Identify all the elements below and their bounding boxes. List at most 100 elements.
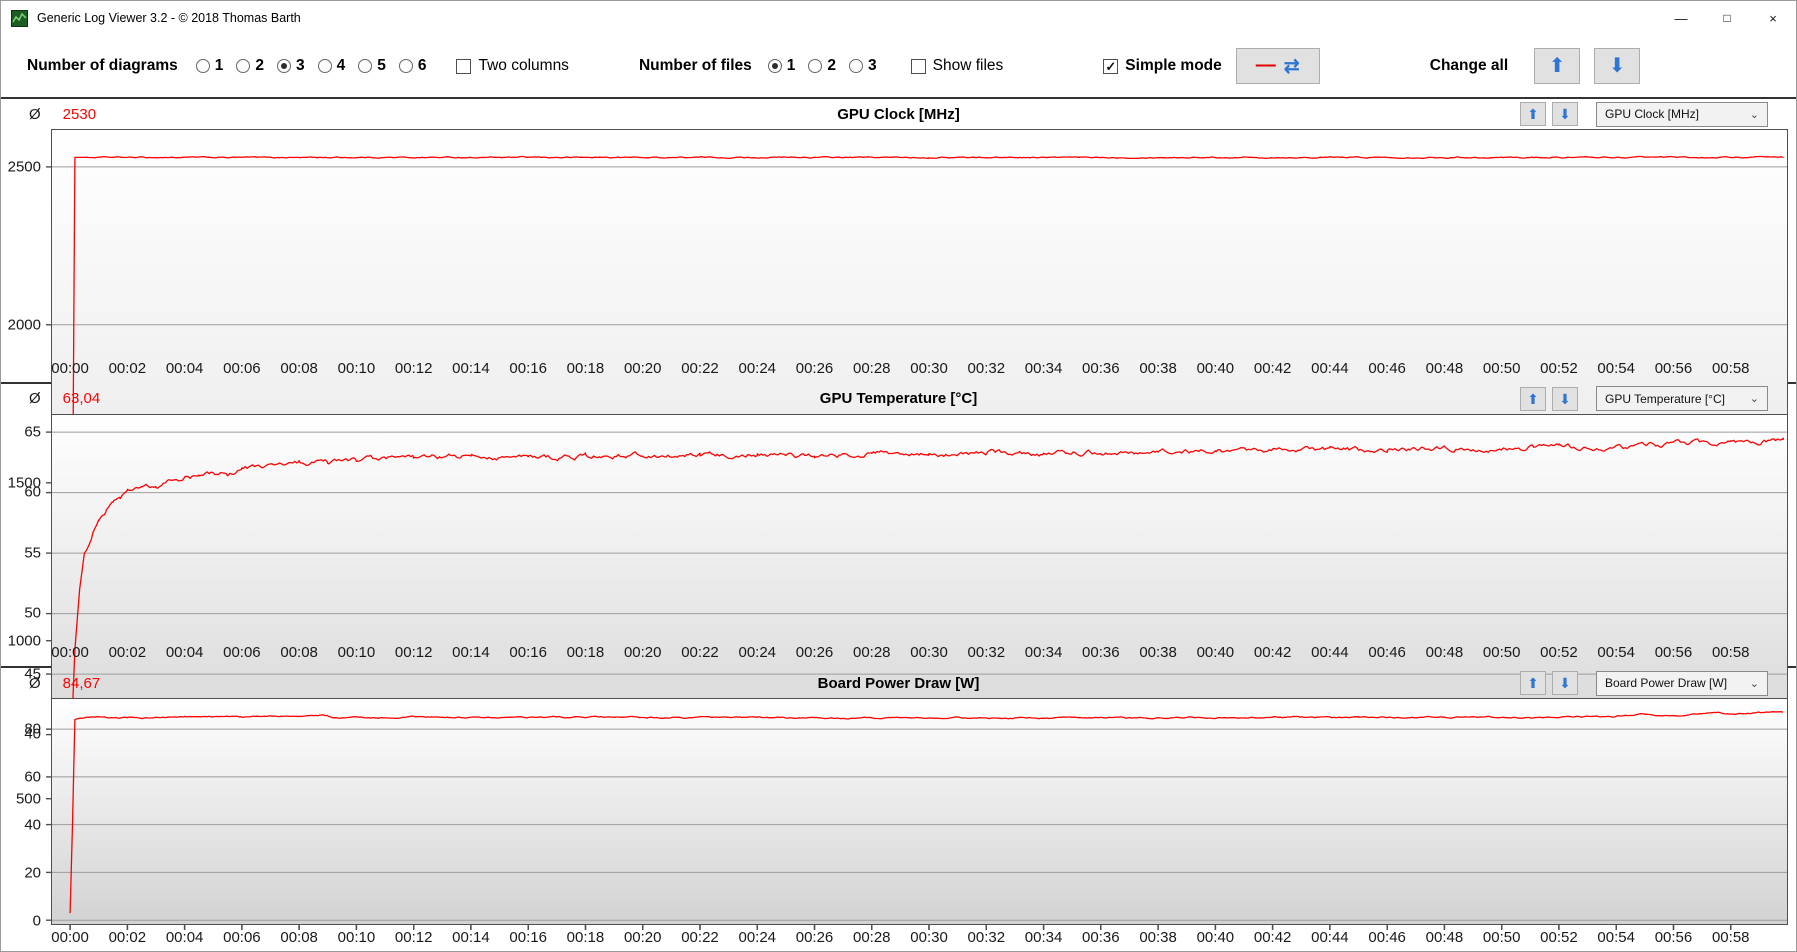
average-symbol: Ø bbox=[29, 390, 41, 407]
x-tick-label: 00:04 bbox=[166, 929, 204, 946]
two-columns-checkbox[interactable]: Two columns bbox=[456, 57, 568, 75]
chevron-down-icon: ⌄ bbox=[1750, 108, 1759, 121]
radio-files-3-label: 3 bbox=[868, 57, 877, 75]
x-tick-label: 00:32 bbox=[968, 644, 1006, 661]
x-tick-label: 00:34 bbox=[1025, 929, 1063, 946]
x-tick-label: 00:24 bbox=[738, 644, 776, 661]
x-axis: 00:0000:0200:0400:0600:0800:1000:1200:14… bbox=[51, 640, 1788, 666]
x-tick-label: 00:14 bbox=[452, 644, 490, 661]
y-tick-label: 80 bbox=[24, 721, 41, 738]
x-tick-label: 00:32 bbox=[968, 360, 1006, 377]
x-tick-label: 00:02 bbox=[109, 644, 147, 661]
x-tick-label: 00:20 bbox=[624, 360, 662, 377]
radio-diagrams-6-circle[interactable] bbox=[399, 59, 413, 73]
reset-refresh-button[interactable]: — ⇄ bbox=[1236, 48, 1320, 84]
chart-controls: ⬆ ⬇ GPU Clock [MHz] ⌄ bbox=[1520, 102, 1768, 127]
x-tick-label: 00:50 bbox=[1483, 644, 1521, 661]
x-tick-label: 00:46 bbox=[1368, 644, 1406, 661]
x-tick-label: 00:38 bbox=[1139, 929, 1177, 946]
plot-area[interactable] bbox=[51, 698, 1788, 925]
scale-up-button[interactable]: ⬆ bbox=[1520, 102, 1546, 126]
radio-files-3-circle[interactable] bbox=[849, 59, 863, 73]
signal-select-dropdown[interactable]: GPU Clock [MHz] ⌄ bbox=[1596, 102, 1768, 127]
radio-diagrams-4[interactable]: 4 bbox=[318, 57, 346, 75]
radio-diagrams-3[interactable]: 3 bbox=[277, 57, 305, 75]
radio-diagrams-3-circle[interactable] bbox=[277, 59, 291, 73]
scale-down-button[interactable]: ⬇ bbox=[1552, 671, 1578, 695]
x-tick-label: 00:40 bbox=[1197, 644, 1235, 661]
plot-area[interactable] bbox=[51, 129, 1788, 356]
two-columns-label: Two columns bbox=[478, 57, 568, 75]
up-arrow-icon: ⬆ bbox=[1527, 107, 1539, 121]
x-tick-label: 00:28 bbox=[853, 360, 891, 377]
x-tick-label: 00:54 bbox=[1597, 644, 1635, 661]
simple-mode-checkbox-box[interactable]: ✓ bbox=[1103, 59, 1118, 74]
radio-diagrams-5[interactable]: 5 bbox=[358, 57, 386, 75]
y-axis: 5001000150020002500 bbox=[1, 129, 51, 356]
simple-mode-checkbox[interactable]: ✓ Simple mode bbox=[1103, 57, 1221, 75]
x-tick-label: 00:20 bbox=[624, 929, 662, 946]
x-tick-label: 00:54 bbox=[1597, 929, 1635, 946]
x-tick-label: 00:32 bbox=[968, 929, 1006, 946]
scale-down-button[interactable]: ⬇ bbox=[1552, 102, 1578, 126]
x-tick-label: 00:56 bbox=[1655, 360, 1693, 377]
x-tick-label: 00:34 bbox=[1025, 360, 1063, 377]
plot-area[interactable] bbox=[51, 414, 1788, 641]
radio-diagrams-4-label: 4 bbox=[337, 57, 346, 75]
minimize-button[interactable]: — bbox=[1658, 1, 1704, 35]
radio-files-1[interactable]: 1 bbox=[768, 57, 796, 75]
scale-down-button[interactable]: ⬇ bbox=[1552, 387, 1578, 411]
x-tick-label: 00:50 bbox=[1483, 360, 1521, 377]
x-tick-label: 00:12 bbox=[395, 360, 433, 377]
y-axis: 020406080 bbox=[1, 698, 51, 925]
x-tick-label: 00:38 bbox=[1139, 644, 1177, 661]
x-tick-label: 00:54 bbox=[1597, 360, 1635, 377]
radio-diagrams-2-circle[interactable] bbox=[236, 59, 250, 73]
signal-select-dropdown[interactable]: GPU Temperature [°C] ⌄ bbox=[1596, 386, 1768, 411]
close-button[interactable]: × bbox=[1750, 1, 1796, 35]
radio-diagrams-2[interactable]: 2 bbox=[236, 57, 264, 75]
two-columns-checkbox-box[interactable] bbox=[456, 59, 471, 74]
show-files-checkbox-box[interactable] bbox=[911, 59, 926, 74]
y-axis: 404550556065 bbox=[1, 414, 51, 641]
radio-diagrams-5-circle[interactable] bbox=[358, 59, 372, 73]
x-tick-label: 00:58 bbox=[1712, 929, 1750, 946]
radio-diagrams-6[interactable]: 6 bbox=[399, 57, 427, 75]
chart-controls: ⬆ ⬇ GPU Temperature [°C] ⌄ bbox=[1520, 386, 1768, 411]
simple-mode-label: Simple mode bbox=[1125, 57, 1221, 75]
average-value: 84,67 bbox=[63, 675, 101, 692]
up-arrow-icon: ⬆ bbox=[1527, 676, 1539, 690]
radio-files-2-circle[interactable] bbox=[808, 59, 822, 73]
x-tick-label: 00:40 bbox=[1197, 360, 1235, 377]
y-tick-label: 20 bbox=[24, 864, 41, 881]
show-files-label: Show files bbox=[933, 57, 1004, 75]
radio-files-1-circle[interactable] bbox=[768, 59, 782, 73]
x-tick-label: 00:04 bbox=[166, 360, 204, 377]
x-tick-label: 00:58 bbox=[1712, 644, 1750, 661]
radio-diagrams-6-label: 6 bbox=[418, 57, 427, 75]
window-title: Generic Log Viewer 3.2 - © 2018 Thomas B… bbox=[37, 11, 301, 25]
chart-header: Ø 63,04 GPU Temperature [°C] ⬆ ⬇ GPU Tem… bbox=[1, 384, 1796, 414]
x-tick-label: 00:48 bbox=[1426, 644, 1464, 661]
average-value: 2530 bbox=[63, 106, 96, 123]
average-value: 63,04 bbox=[63, 390, 101, 407]
radio-files-3[interactable]: 3 bbox=[849, 57, 877, 75]
x-tick-label: 00:02 bbox=[109, 929, 147, 946]
maximize-button[interactable]: □ bbox=[1704, 1, 1750, 35]
scale-up-button[interactable]: ⬆ bbox=[1520, 387, 1546, 411]
radio-diagrams-1-circle[interactable] bbox=[196, 59, 210, 73]
radio-diagrams-1[interactable]: 1 bbox=[196, 57, 224, 75]
y-tick-label: 40 bbox=[24, 816, 41, 833]
x-tick-label: 00:04 bbox=[166, 644, 204, 661]
radio-diagrams-4-circle[interactable] bbox=[318, 59, 332, 73]
signal-select-dropdown[interactable]: Board Power Draw [W] ⌄ bbox=[1596, 671, 1768, 696]
change-all-up-button[interactable]: ⬆ bbox=[1534, 48, 1580, 84]
radio-diagrams-3-label: 3 bbox=[296, 57, 305, 75]
x-tick-label: 00:42 bbox=[1254, 929, 1292, 946]
show-files-checkbox[interactable]: Show files bbox=[911, 57, 1004, 75]
x-axis: 00:0000:0200:0400:0600:0800:1000:1200:14… bbox=[51, 356, 1788, 382]
x-tick-label: 00:42 bbox=[1254, 360, 1292, 377]
radio-files-2[interactable]: 2 bbox=[808, 57, 836, 75]
change-all-down-button[interactable]: ⬇ bbox=[1594, 48, 1640, 84]
scale-up-button[interactable]: ⬆ bbox=[1520, 671, 1546, 695]
